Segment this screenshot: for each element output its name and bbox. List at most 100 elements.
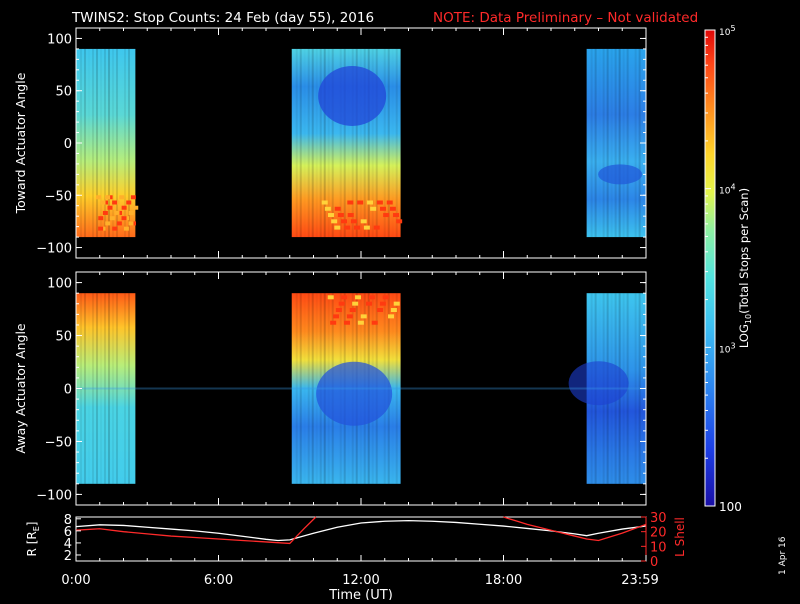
heatmap-speckle [370, 206, 377, 211]
y-tick-label: 0 [64, 137, 72, 152]
heatmap-speckle [373, 225, 380, 230]
heatmap-texture-streak [307, 48, 310, 238]
heatmap-texture-streak [84, 48, 86, 238]
heatmap-speckle [376, 200, 383, 205]
heatmap-speckle [350, 219, 357, 224]
heatmap-texture-streak [96, 293, 98, 484]
x-tick-label: 18:00 [485, 573, 522, 588]
heatmap-speckle [344, 320, 351, 325]
heatmap-speckle [133, 205, 139, 210]
x-tick-label: 23:59 [621, 573, 658, 588]
heatmap-texture-streak [614, 48, 617, 238]
heatmap-speckle [344, 225, 351, 230]
heatmap-speckle [128, 210, 134, 215]
heatmap-speckle [98, 216, 104, 221]
heatmap-speckle [396, 219, 403, 224]
heatmap-speckle [346, 314, 353, 319]
heatmap-texture-streak [128, 48, 130, 238]
heatmap-speckle [357, 320, 364, 325]
heatmap-speckle [382, 295, 389, 300]
heatmap-speckle [130, 195, 136, 200]
heatmap-texture-streak [606, 48, 609, 238]
heatmap-speckle [371, 320, 378, 325]
heatmap-speckle [388, 314, 395, 319]
heatmap-speckle [98, 226, 104, 231]
x-tick-label: 12:00 [342, 573, 379, 588]
chart-title: TWINS2: Stop Counts: 24 Feb (day 55), 20… [71, 10, 374, 26]
heatmap-texture-streak [323, 48, 326, 238]
heatmap-speckle [368, 295, 375, 300]
l-shell-line [503, 516, 647, 542]
heatmap-texture-streak [638, 48, 641, 238]
y-left-tick-label: 4 [64, 537, 72, 552]
away-heatmap-panel: 100 50 0 −50 −100 Away Actuator Angle [13, 271, 647, 506]
heatmap-texture-streak [124, 48, 126, 238]
y-axis-label: Toward Actuator Angle [13, 72, 28, 214]
heatmap-speckle [321, 200, 328, 205]
heatmap-texture-streak [395, 48, 398, 238]
run-date-label: 1 Apr 16 [778, 536, 788, 575]
heatmap-speckle [121, 205, 127, 210]
heatmap-speckle [349, 308, 356, 313]
heatmap-speckle [327, 295, 334, 300]
heatmap-speckle [114, 210, 120, 215]
y-left-tick-label: 8 [64, 513, 72, 528]
heatmap-speckle [386, 200, 393, 205]
y-right-tick-label: 30 [650, 511, 667, 526]
heatmap-texture-streak [599, 49, 601, 237]
heatmap-speckle [360, 219, 367, 224]
y-right-tick-label: 10 [650, 540, 667, 555]
heatmap-speckle [334, 225, 341, 230]
heatmap-texture-streak [626, 48, 629, 238]
heatmap-texture-streak [112, 293, 114, 484]
heatmap-texture-streak [104, 293, 106, 484]
heatmap-texture-streak [299, 48, 302, 238]
heatmap-texture-streak [304, 49, 306, 237]
heatmap-texture-streak [618, 48, 621, 238]
heatmap-speckle [347, 200, 354, 205]
heatmap-texture-streak [339, 48, 342, 238]
heatmap-speckle [354, 225, 361, 230]
heatmap-speckle [109, 216, 115, 221]
y-tick-label: 50 [55, 330, 72, 345]
heatmap-speckle [330, 320, 337, 325]
y-tick-label: 100 [47, 32, 72, 47]
heatmap-texture-streak [634, 48, 637, 238]
heatmap-low-region [316, 361, 393, 426]
heatmap-speckle [100, 200, 106, 205]
heatmap-speckle [105, 221, 111, 226]
heatmap-speckle [360, 314, 367, 319]
heatmap-speckle [337, 213, 344, 218]
heatmap-speckle [333, 314, 340, 319]
heatmap-texture-streak [116, 48, 118, 238]
colorbar-tick-label: 103 [719, 341, 736, 355]
y-left-tick-label: 6 [64, 525, 72, 540]
heatmap-texture-streak [88, 49, 90, 237]
heatmap-speckle [96, 195, 101, 200]
heatmap-texture-streak [307, 293, 310, 484]
heatmap-low-region [318, 65, 387, 126]
heatmap-speckle [390, 308, 397, 313]
y-right-tick-label: 20 [650, 526, 667, 541]
y-left-tick-label: 2 [64, 549, 72, 564]
y-right-tick-label: 0 [650, 555, 658, 570]
heatmap-speckle [347, 213, 354, 218]
radius-line [75, 519, 647, 542]
x-axis-label: Time (UT) [328, 588, 393, 600]
heatmap-speckle [335, 308, 342, 313]
y-right-axis-label: L Shell [673, 517, 687, 557]
heatmap-speckle [380, 206, 387, 211]
heatmap-speckle [393, 301, 400, 306]
heatmap-texture-streak [92, 293, 94, 484]
heatmap-speckle [352, 301, 359, 306]
l-shell-line [75, 516, 317, 545]
heatmap-texture-streak [295, 293, 298, 484]
heatmap-low-region [598, 164, 643, 185]
heatmap-low-region [568, 361, 629, 406]
heatmap-coverage-block [76, 293, 136, 484]
colorbar-tick-label: 104 [719, 183, 736, 197]
heatmap-speckle [112, 226, 118, 231]
heatmap-texture-streak [96, 48, 98, 238]
